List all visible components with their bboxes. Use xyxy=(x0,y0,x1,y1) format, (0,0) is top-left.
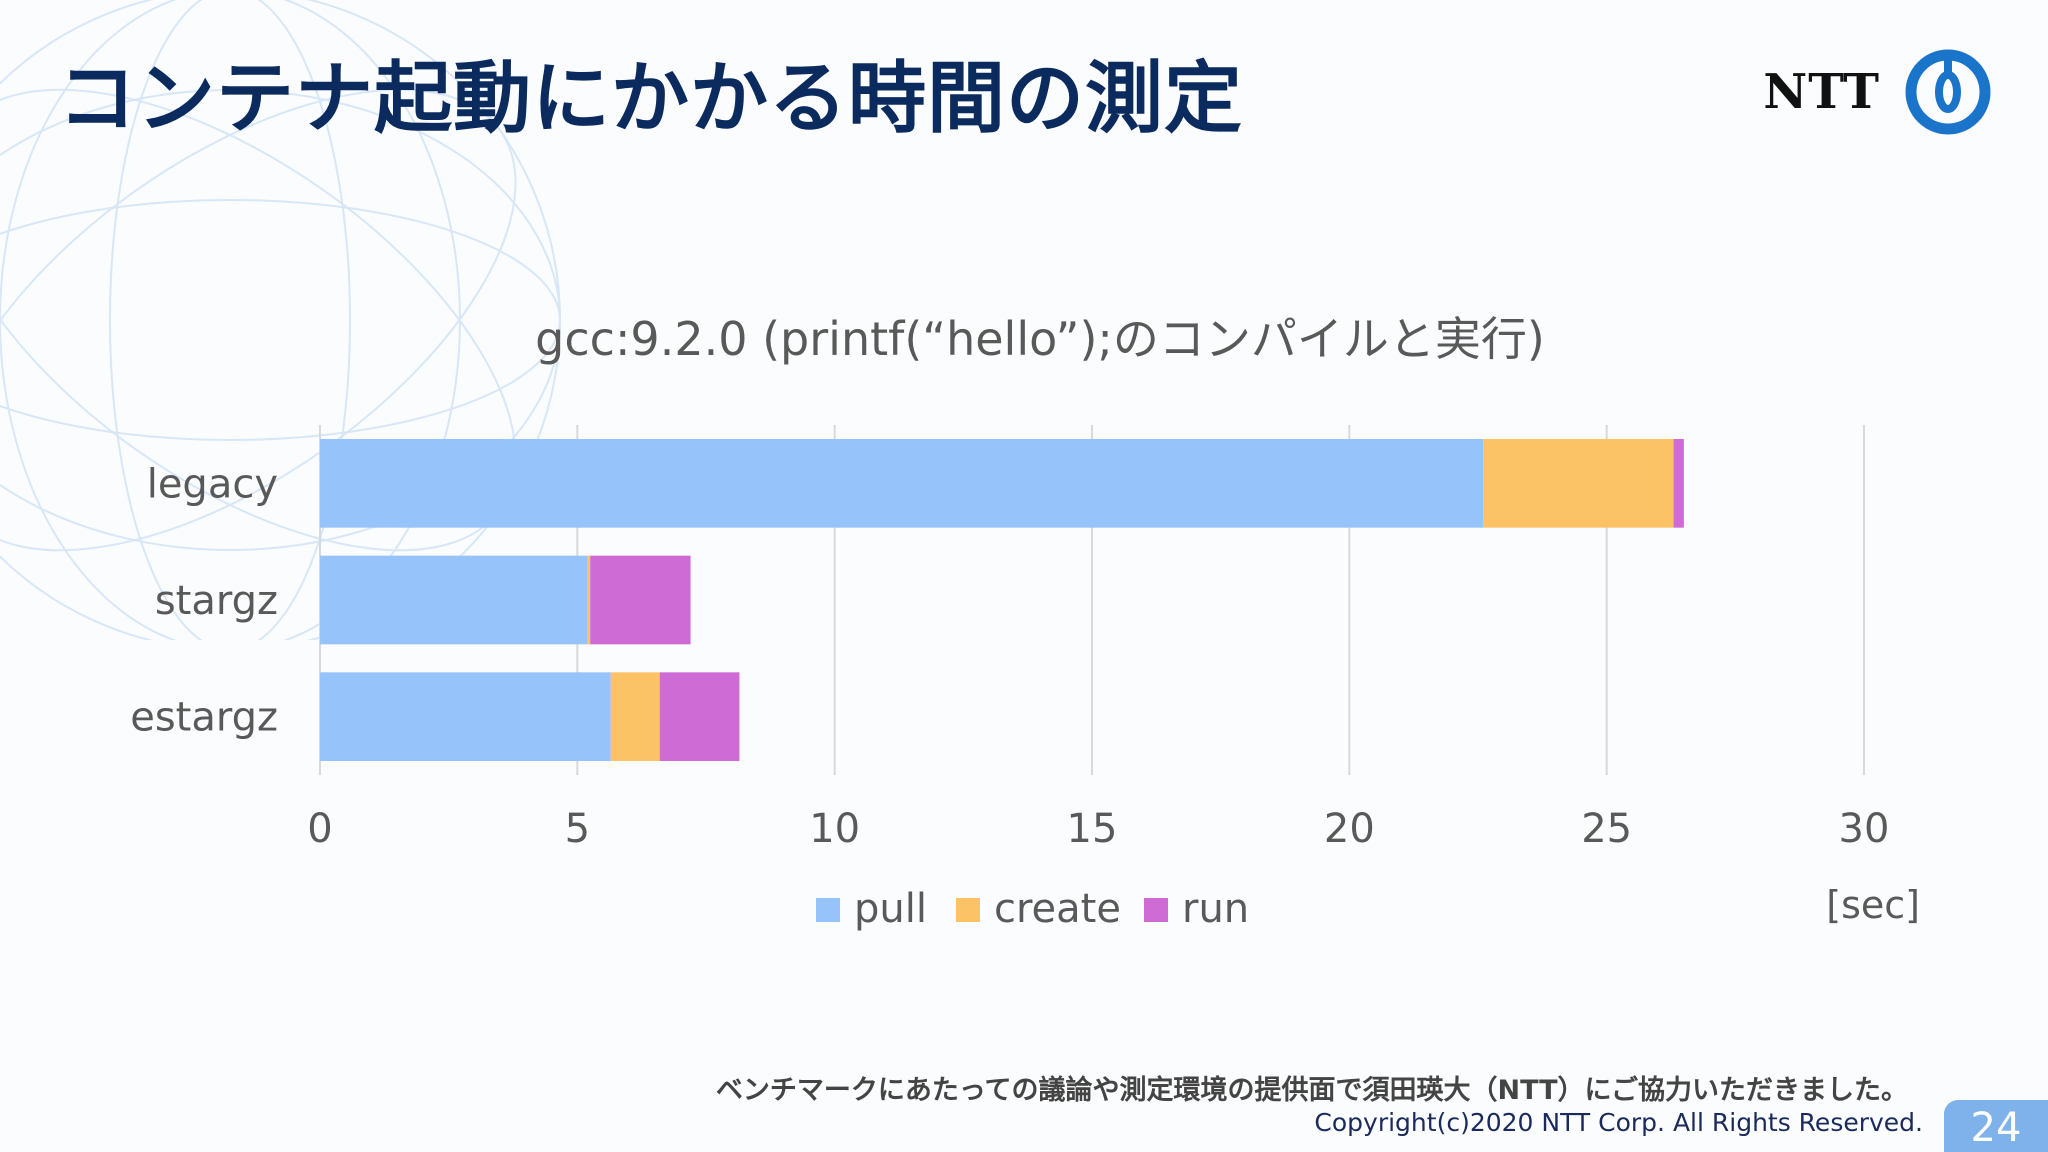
legend-swatch-create xyxy=(956,898,980,922)
bar-stargz-run xyxy=(590,555,691,645)
legend-label-pull: pull xyxy=(854,886,927,932)
bars xyxy=(320,439,1684,761)
bar-legacy-run xyxy=(1673,439,1684,528)
ntt-logo: NTT xyxy=(1763,48,1992,136)
x-tick-label: 5 xyxy=(565,806,590,852)
bar-estargz-pull xyxy=(320,672,611,761)
x-tick-label: 15 xyxy=(1067,806,1118,852)
x-tick-label: 25 xyxy=(1581,806,1632,852)
legend-swatch-run xyxy=(1144,898,1168,922)
copyright: Copyright(c)2020 NTT Corp. All Rights Re… xyxy=(1314,1108,1923,1137)
legend-label-create: create xyxy=(994,886,1121,932)
ntt-ring-icon xyxy=(1905,49,1991,135)
bar-legacy-create xyxy=(1483,439,1674,528)
chart-title: gcc:9.2.0 (printf(“hello”);のコンパイルと実行) xyxy=(535,312,1545,366)
bar-stargz-pull xyxy=(320,555,588,645)
bar-stargz-create xyxy=(587,555,591,645)
bar-estargz-create xyxy=(610,672,660,761)
category-label: estargz xyxy=(130,695,278,741)
category-label: stargz xyxy=(155,578,278,624)
x-tick-label: 20 xyxy=(1324,806,1375,852)
bar-legacy-pull xyxy=(320,439,1484,528)
footnote: ベンチマークにあたっての議論や測定環境の提供面で須田瑛大（NTT）にご協力いただ… xyxy=(715,1075,1908,1106)
bar-estargz-run xyxy=(659,672,740,761)
slide-title: コンテナ起動にかかる時間の測定 xyxy=(58,54,1244,144)
legend-label-run: run xyxy=(1182,886,1249,932)
legend: pull create run xyxy=(816,886,1249,932)
legend-swatch-pull xyxy=(816,898,840,922)
x-tick-labels: 0 5 10 15 20 25 30 xyxy=(307,806,1889,852)
page-number: 24 xyxy=(1944,1100,2048,1152)
logo-text: NTT xyxy=(1763,64,1880,120)
category-labels: legacy stargz estargz xyxy=(130,461,278,740)
x-tick-label: 0 xyxy=(307,806,332,852)
unit-label: [sec] xyxy=(1826,883,1920,927)
x-tick-label: 30 xyxy=(1839,806,1890,852)
category-label: legacy xyxy=(147,461,278,507)
x-tick-label: 10 xyxy=(809,806,860,852)
